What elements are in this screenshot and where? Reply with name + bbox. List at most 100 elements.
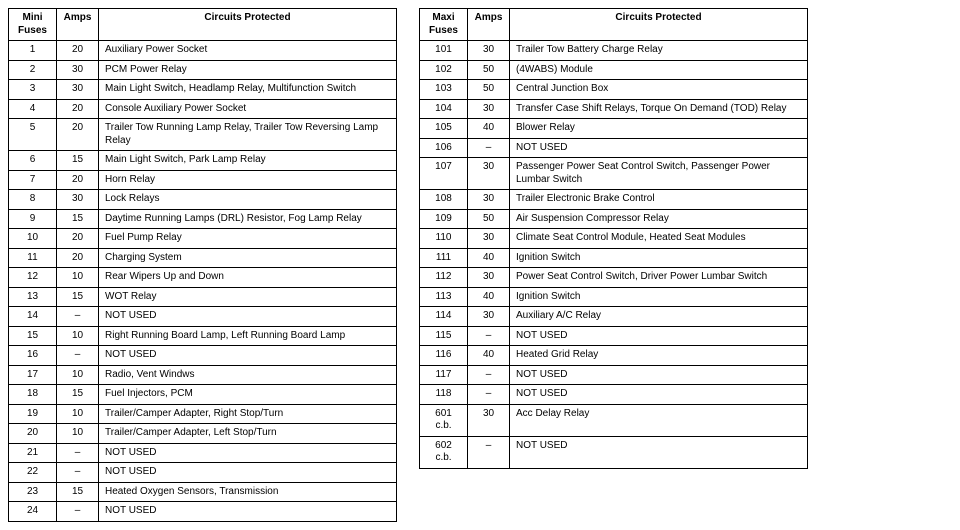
cell-circuits: (4WABS) Module — [510, 60, 808, 80]
cell-circuits: Air Suspension Compressor Relay — [510, 209, 808, 229]
cell-fuse: 105 — [420, 119, 468, 139]
cell-amps: 10 — [57, 404, 99, 424]
cell-circuits: NOT USED — [510, 385, 808, 405]
cell-fuse: 21 — [9, 443, 57, 463]
cell-amps: 30 — [57, 60, 99, 80]
table-row: 2010Trailer/Camper Adapter, Left Stop/Tu… — [9, 424, 397, 444]
cell-amps: – — [57, 502, 99, 522]
cell-amps: 20 — [57, 229, 99, 249]
cell-circuits: Fuel Pump Relay — [99, 229, 397, 249]
cell-circuits: Trailer/Camper Adapter, Left Stop/Turn — [99, 424, 397, 444]
cell-amps: 20 — [57, 170, 99, 190]
cell-circuits: Fuel Injectors, PCM — [99, 385, 397, 405]
cell-fuse: 20 — [9, 424, 57, 444]
cell-circuits: Charging System — [99, 248, 397, 268]
cell-circuits: Right Running Board Lamp, Left Running B… — [99, 326, 397, 346]
cell-amps: 15 — [57, 385, 99, 405]
table-row: 520Trailer Tow Running Lamp Relay, Trail… — [9, 119, 397, 151]
cell-circuits: Ignition Switch — [510, 248, 808, 268]
table-row: 601 c.b.30Acc Delay Relay — [420, 404, 808, 436]
cell-fuse: 17 — [9, 365, 57, 385]
maxi-fuses-table: Maxi Fuses Amps Circuits Protected 10130… — [419, 8, 808, 469]
cell-amps: – — [57, 307, 99, 327]
table-row: 830Lock Relays — [9, 190, 397, 210]
cell-fuse: 1 — [9, 41, 57, 61]
cell-fuse: 103 — [420, 80, 468, 100]
table-row: 10350Central Junction Box — [420, 80, 808, 100]
cell-circuits: NOT USED — [99, 346, 397, 366]
cell-circuits: NOT USED — [510, 138, 808, 158]
cell-amps: 20 — [57, 119, 99, 151]
header-amps: Amps — [468, 9, 510, 41]
cell-fuse: 6 — [9, 151, 57, 171]
cell-amps: 30 — [468, 268, 510, 288]
cell-fuse: 14 — [9, 307, 57, 327]
table-row: 11140Ignition Switch — [420, 248, 808, 268]
cell-amps: 10 — [57, 365, 99, 385]
mini-fuses-body: 120Auxiliary Power Socket230PCM Power Re… — [9, 41, 397, 522]
cell-circuits: Trailer Tow Battery Charge Relay — [510, 41, 808, 61]
cell-amps: 15 — [57, 287, 99, 307]
cell-amps: 30 — [468, 190, 510, 210]
cell-amps: 50 — [468, 209, 510, 229]
table-row: 21–NOT USED — [9, 443, 397, 463]
cell-amps: 30 — [468, 404, 510, 436]
cell-amps: 15 — [57, 482, 99, 502]
table-row: 2315Heated Oxygen Sensors, Transmission — [9, 482, 397, 502]
cell-amps: 30 — [468, 229, 510, 249]
cell-fuse: 10 — [9, 229, 57, 249]
cell-circuits: NOT USED — [99, 443, 397, 463]
cell-circuits: NOT USED — [99, 463, 397, 483]
table-row: 11340Ignition Switch — [420, 287, 808, 307]
cell-circuits: Main Light Switch, Park Lamp Relay — [99, 151, 397, 171]
cell-fuse: 109 — [420, 209, 468, 229]
cell-amps: 15 — [57, 209, 99, 229]
cell-fuse: 116 — [420, 346, 468, 366]
table-row: 230PCM Power Relay — [9, 60, 397, 80]
cell-fuse: 106 — [420, 138, 468, 158]
table-row: 330Main Light Switch, Headlamp Relay, Mu… — [9, 80, 397, 100]
cell-circuits: NOT USED — [510, 436, 808, 468]
cell-amps: 10 — [57, 268, 99, 288]
cell-fuse: 24 — [9, 502, 57, 522]
cell-amps: 10 — [57, 424, 99, 444]
header-circ: Circuits Protected — [510, 9, 808, 41]
cell-circuits: NOT USED — [510, 326, 808, 346]
table-row: 10730Passenger Power Seat Control Switch… — [420, 158, 808, 190]
cell-circuits: Power Seat Control Switch, Driver Power … — [510, 268, 808, 288]
cell-fuse: 112 — [420, 268, 468, 288]
table-row: 106–NOT USED — [420, 138, 808, 158]
cell-fuse: 118 — [420, 385, 468, 405]
table-row: 1910Trailer/Camper Adapter, Right Stop/T… — [9, 404, 397, 424]
cell-amps: 20 — [57, 99, 99, 119]
cell-amps: 50 — [468, 80, 510, 100]
cell-fuse: 12 — [9, 268, 57, 288]
cell-amps: 40 — [468, 346, 510, 366]
cell-circuits: Main Light Switch, Headlamp Relay, Multi… — [99, 80, 397, 100]
table-row: 915Daytime Running Lamps (DRL) Resistor,… — [9, 209, 397, 229]
cell-circuits: Passenger Power Seat Control Switch, Pas… — [510, 158, 808, 190]
cell-circuits: Blower Relay — [510, 119, 808, 139]
table-row: 1815Fuel Injectors, PCM — [9, 385, 397, 405]
cell-fuse: 15 — [9, 326, 57, 346]
header-circ: Circuits Protected — [99, 9, 397, 41]
table-row: 615Main Light Switch, Park Lamp Relay — [9, 151, 397, 171]
cell-fuse: 107 — [420, 158, 468, 190]
cell-amps: 10 — [57, 326, 99, 346]
table-row: 10430Transfer Case Shift Relays, Torque … — [420, 99, 808, 119]
table-row: 1510Right Running Board Lamp, Left Runni… — [9, 326, 397, 346]
cell-fuse: 114 — [420, 307, 468, 327]
cell-amps: – — [57, 443, 99, 463]
table-row: 1120Charging System — [9, 248, 397, 268]
table-row: 10250(4WABS) Module — [420, 60, 808, 80]
table-row: 720Horn Relay — [9, 170, 397, 190]
cell-fuse: 22 — [9, 463, 57, 483]
table-row: 10950Air Suspension Compressor Relay — [420, 209, 808, 229]
header-amps: Amps — [57, 9, 99, 41]
table-row: 1210Rear Wipers Up and Down — [9, 268, 397, 288]
cell-circuits: Heated Grid Relay — [510, 346, 808, 366]
cell-fuse: 108 — [420, 190, 468, 210]
cell-fuse: 18 — [9, 385, 57, 405]
cell-amps: – — [57, 463, 99, 483]
table-row: 24–NOT USED — [9, 502, 397, 522]
